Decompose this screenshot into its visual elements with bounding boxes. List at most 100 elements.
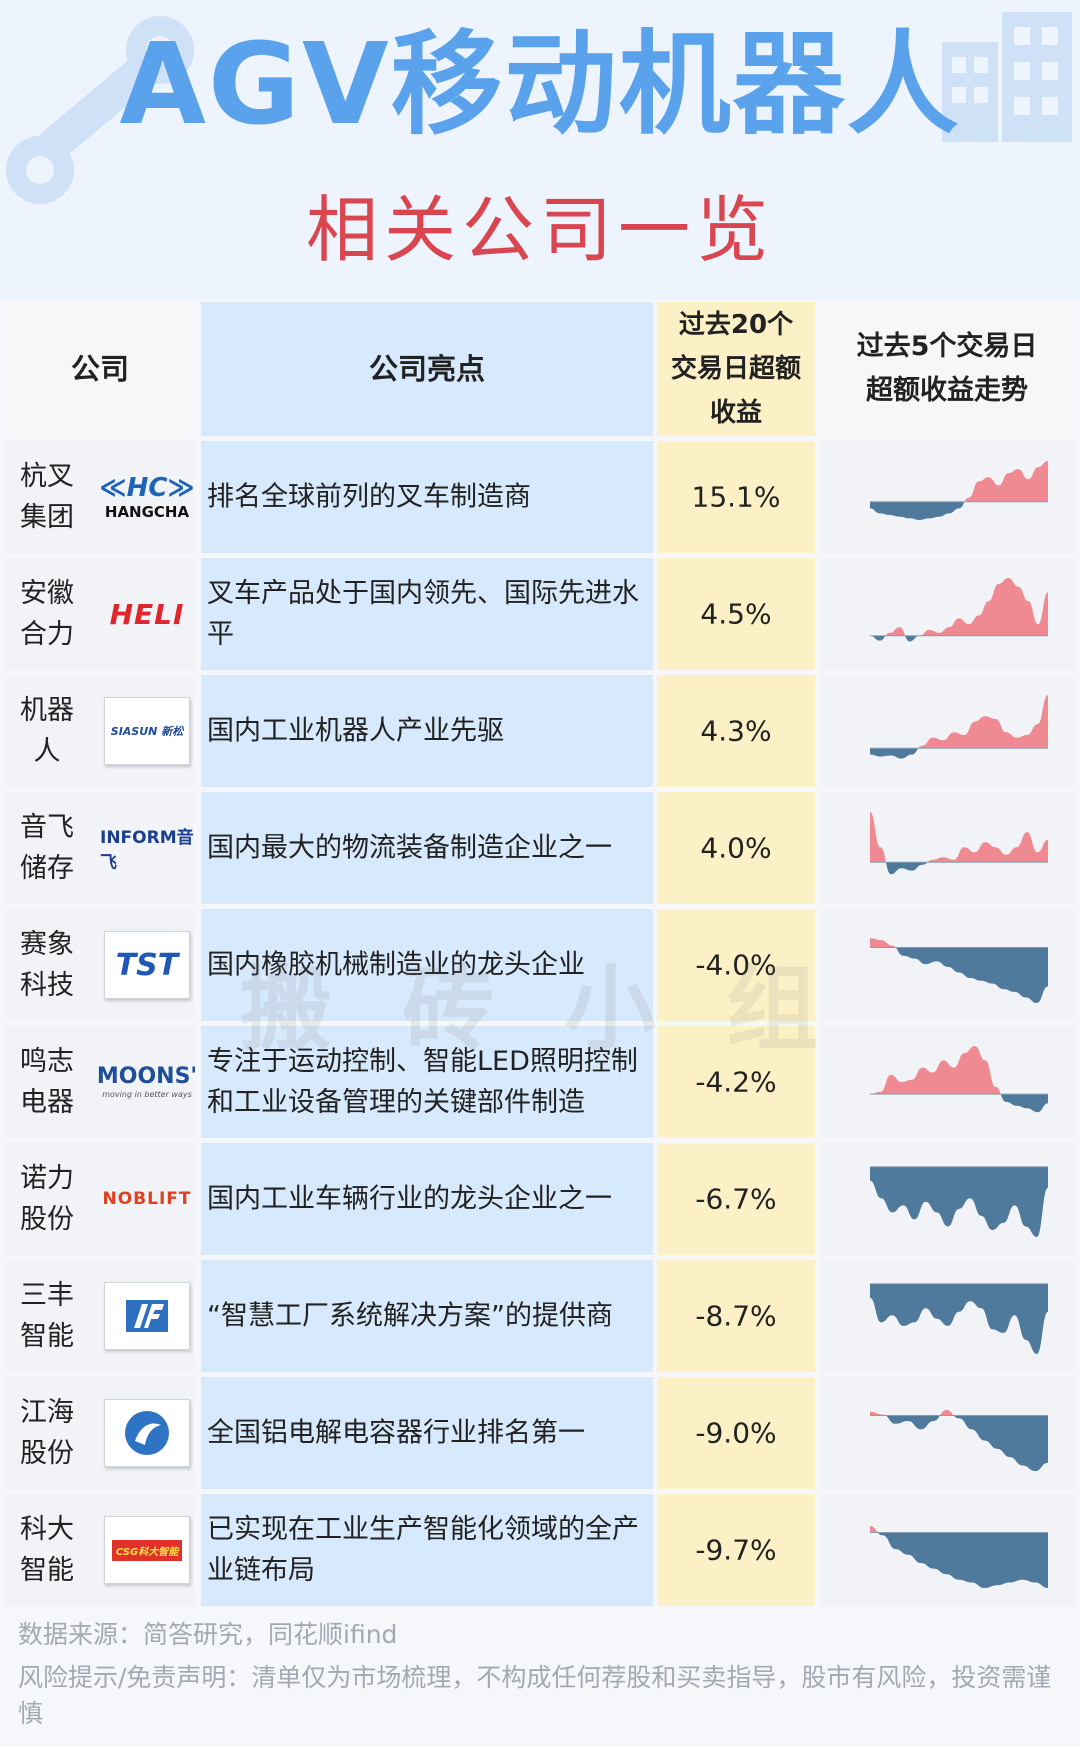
sparkline-positive-area — [870, 1046, 1001, 1095]
table-row: 江海股份江海全国铝电解电容器行业排名第一 -9.0% — [0, 1377, 1080, 1489]
logo-box: CSG科大智能 — [104, 1516, 190, 1584]
company-highlight: 国内工业机器人产业先驱 — [207, 715, 504, 747]
logo-box: 江海 — [104, 1399, 190, 1467]
company-cell: 杭叉集团 ≪HC≫ HANGCHA — [6, 441, 195, 553]
table-row: 鸣志电器 MOONS' moving in better ways 专注于运动控制、智… — [0, 1026, 1080, 1138]
table-row: 赛象科技 TST 国内橡胶机械制造业的龙头企业 -4.0% — [0, 909, 1080, 1021]
trend-cell — [820, 441, 1074, 553]
company-logo: ≪HC≫ HANGCHA — [99, 464, 194, 530]
company-logo: TST — [100, 931, 194, 999]
header: AGV移动机器人 相关公司一览 — [0, 0, 1080, 300]
sparkline-negative-area — [886, 862, 928, 875]
company-logo: INFORM音飞 — [100, 815, 194, 881]
company-logo: HELI — [100, 581, 194, 647]
company-cell: 安徽合力 HELI — [6, 558, 194, 670]
sparkline-negative-area — [870, 947, 1048, 1003]
header-return: 过去20个交易日超额收益 — [671, 310, 802, 428]
sparkline-chart — [870, 1283, 1048, 1354]
logo-text: CSG科大智能 — [111, 1539, 183, 1561]
highlight-cell: 国内工业机器人产业先驱 — [201, 675, 653, 787]
trend-cell — [820, 558, 1074, 670]
company-cell: 科大智能 CSG科大智能 — [6, 1494, 194, 1606]
excess-return-value: -8.7% — [695, 1299, 777, 1333]
sparkline-chart — [870, 695, 1048, 759]
company-logo: MOONS' moving in better ways — [96, 1049, 198, 1115]
company-highlight: 专注于运动控制、智能LED照明控制和工业设备管理的关键部件制造 — [207, 1046, 638, 1118]
company-cell: 三丰智能三丰 — [6, 1260, 194, 1372]
sanfeng-logo-icon — [126, 1300, 168, 1332]
logo-text: MOONS' — [96, 1063, 198, 1089]
company-logo: 三丰 — [100, 1282, 194, 1350]
return-cell: -9.7% — [657, 1494, 815, 1606]
trend-cell — [820, 1260, 1074, 1372]
company-cell: 江海股份江海 — [6, 1377, 194, 1489]
company-highlight: 叉车产品处于国内领先、国际先进水平 — [207, 578, 639, 650]
company-name: 机器人 — [20, 695, 74, 767]
company-highlight: 国内最大的物流装备制造企业之一 — [207, 832, 612, 864]
logo-text: TST — [115, 947, 179, 983]
highlight-cell: 专注于运动控制、智能LED照明控制和工业设备管理的关键部件制造 — [201, 1026, 653, 1138]
table-row: 杭叉集团 ≪HC≫ HANGCHA 排名全球前列的叉车制造商 15.1% — [0, 441, 1080, 553]
return-cell: 4.0% — [657, 792, 815, 904]
excess-return-value: -9.0% — [695, 1416, 777, 1450]
return-cell: -6.7% — [657, 1143, 815, 1255]
sparkline-positive-area — [885, 578, 1048, 636]
building-icon — [942, 12, 1072, 142]
sparkline-chart — [870, 1166, 1048, 1237]
logo-text: HELI — [109, 597, 185, 631]
return-cell: 4.5% — [657, 558, 815, 670]
excess-return-value: -4.0% — [695, 948, 777, 982]
highlight-cell: 已实现在工业生产智能化领域的全产业链布局 — [201, 1494, 653, 1606]
sparkline-negative-area — [870, 748, 919, 759]
table-header: 公司 公司亮点 过去20个交易日超额收益 过去5个交易日超额收益走势 — [0, 302, 1080, 436]
sparkline-negative-area — [870, 1415, 1048, 1471]
trend-cell — [820, 1494, 1074, 1606]
company-highlight: 全国铝电解电容器行业排名第一 — [207, 1417, 585, 1449]
logo-tagline: moving in better ways — [102, 1089, 192, 1099]
company-name: 杭叉集团 — [20, 461, 74, 533]
excess-return-value: -4.2% — [695, 1065, 777, 1099]
sparkline-positive-area — [870, 461, 1048, 502]
company-cell: 赛象科技 TST — [6, 909, 194, 1021]
table-row: 音飞储存 INFORM音飞 国内最大的物流装备制造企业之一 4.0% — [0, 792, 1080, 904]
company-name: 诺力股份 — [20, 1163, 74, 1235]
company-name: 江海股份 — [20, 1397, 74, 1469]
header-company-cell: 公司 — [6, 302, 194, 436]
table-row: 机器人 SIASUN 新松 国内工业机器人产业先驱 4.3% — [0, 675, 1080, 787]
header-highlight: 公司亮点 — [368, 352, 485, 386]
company-highlight: 国内工业车辆行业的龙头企业之一 — [207, 1183, 612, 1215]
header-company: 公司 — [70, 352, 129, 386]
sparkline-negative-area — [870, 1283, 1048, 1354]
logo-box: TST — [104, 931, 190, 999]
trend-cell — [820, 792, 1074, 904]
sparkline-chart — [870, 812, 1048, 875]
trend-cell — [820, 1026, 1074, 1138]
header-return-cell: 过去20个交易日超额收益 — [657, 302, 815, 436]
company-highlight: “智慧工厂系统解决方案”的提供商 — [207, 1300, 613, 1332]
highlight-cell: 国内橡胶机械制造业的龙头企业 — [201, 909, 653, 1021]
logo-text: SIASUN 新松 — [110, 725, 184, 738]
sparkline-positive-area — [870, 938, 1048, 948]
company-cell: 诺力股份 NOBLIFT — [6, 1143, 194, 1255]
sparkline-negative-area — [870, 635, 1048, 642]
sparkline-negative-area — [870, 501, 965, 520]
trend-cell — [820, 1143, 1074, 1255]
return-cell: 4.3% — [657, 675, 815, 787]
table-row: 科大智能 CSG科大智能 已实现在工业生产智能化领域的全产业链布局 -9.7% — [0, 1494, 1080, 1606]
excess-return-value: -9.7% — [695, 1533, 777, 1567]
highlight-cell: “智慧工厂系统解决方案”的提供商 — [201, 1260, 653, 1372]
header-trend-cell: 过去5个交易日超额收益走势 — [820, 302, 1074, 436]
sparkline-negative-area — [870, 1532, 1048, 1588]
sparkline-chart — [870, 1410, 1048, 1471]
excess-return-value: 15.1% — [691, 480, 781, 514]
logo-text: HANGCHA — [104, 502, 190, 521]
company-name: 安徽合力 — [20, 578, 74, 650]
highlight-cell: 叉车产品处于国内领先、国际先进水平 — [201, 558, 653, 670]
header-trend: 过去5个交易日超额收益走势 — [856, 331, 1038, 406]
return-cell: -4.2% — [657, 1026, 815, 1138]
company-name: 三丰智能 — [20, 1280, 74, 1352]
wrench-icon — [6, 16, 194, 204]
return-cell: 15.1% — [657, 441, 815, 553]
highlight-cell: 排名全球前列的叉车制造商 — [201, 441, 653, 553]
